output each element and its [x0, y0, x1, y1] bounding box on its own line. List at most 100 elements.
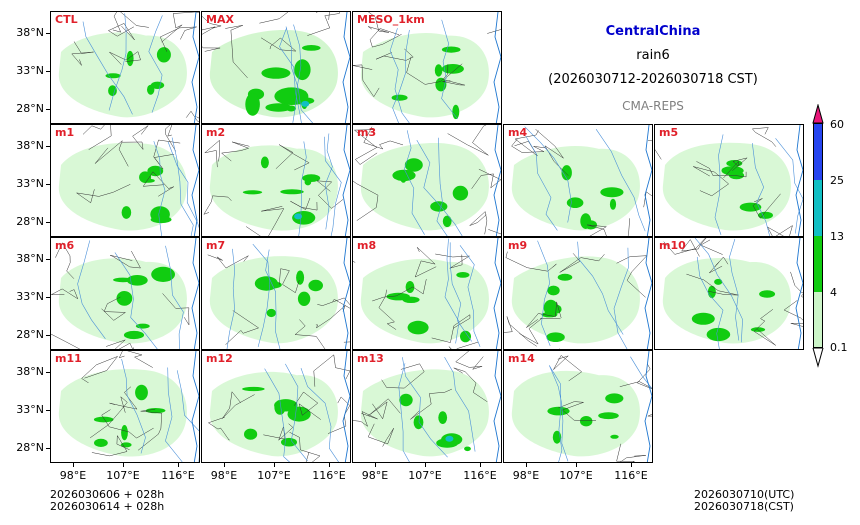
province-boundary [165, 125, 176, 152]
moderate-rain-cell [294, 59, 311, 81]
province-boundary [121, 125, 149, 151]
lon-tick-mark [576, 463, 577, 467]
province-boundary [620, 455, 646, 462]
province-boundary [558, 401, 597, 421]
lon-tick-mark [425, 463, 426, 467]
province-boundary [55, 242, 75, 279]
lon-tick-mark [329, 463, 330, 467]
province-boundary [76, 184, 131, 204]
moderate-rain-cell [413, 415, 424, 430]
lon-tick-mark [480, 463, 481, 467]
river-line [300, 367, 339, 462]
province-boundary [643, 191, 652, 213]
river-line [696, 256, 724, 349]
lon-tick-label: 116°E [161, 469, 195, 482]
province-boundary [220, 141, 250, 162]
coastline [493, 12, 501, 123]
province-boundary [766, 224, 793, 236]
province-boundary [519, 317, 561, 345]
moderate-rain-cell [609, 198, 617, 210]
province-boundary [101, 409, 154, 439]
province-boundary [294, 319, 326, 349]
river-line [226, 248, 236, 349]
province-boundary [202, 15, 222, 30]
light-rain-area [209, 371, 338, 457]
river-line [392, 29, 410, 123]
light-rain-area [511, 256, 640, 344]
province-boundary [447, 125, 489, 156]
moderate-rain-cell [121, 425, 128, 441]
lon-tick-label: 107°E [559, 469, 593, 482]
moderate-rain-cell [436, 438, 459, 448]
province-boundary [327, 396, 350, 434]
lon-tick-mark [178, 463, 179, 467]
river-line [292, 24, 302, 123]
province-boundary [696, 161, 747, 178]
river-line [324, 133, 333, 230]
moderate-rain-cell [610, 434, 619, 439]
coastline [342, 125, 350, 236]
moderate-rain-cell [139, 171, 152, 183]
lat-tick-mark [46, 259, 50, 260]
colorbar-segment-13-25 [813, 180, 823, 236]
moderate-rain-cell [274, 400, 286, 415]
panel-label: m14 [508, 352, 535, 365]
panel-label: m12 [206, 352, 233, 365]
province-boundary [112, 12, 149, 33]
moderate-rain-cell [296, 270, 305, 285]
coastline [644, 125, 652, 236]
province-boundary [753, 309, 776, 346]
province-boundary [353, 180, 379, 221]
river-line [613, 247, 629, 349]
lat-tick-label: 38°N [16, 139, 44, 152]
river-line [449, 242, 472, 342]
heavy-rain-cell [301, 100, 310, 107]
province-boundary [627, 218, 630, 236]
river-line [577, 241, 624, 335]
province-boundary [159, 26, 197, 52]
map-panel-m5: m5 [654, 124, 804, 237]
river-line [153, 141, 166, 236]
province-boundary [316, 180, 344, 209]
light-rain-area [360, 33, 489, 118]
province-boundary [109, 250, 141, 269]
coastline [795, 238, 803, 349]
province-boundary [293, 391, 321, 420]
river-line [389, 28, 410, 123]
province-boundary [526, 301, 562, 328]
province-boundary [448, 341, 479, 349]
lon-tick-label: 98°E [59, 469, 87, 482]
province-boundary [204, 139, 220, 168]
moderate-rain-cell [442, 215, 452, 227]
moderate-rain-cell [150, 81, 165, 90]
river-line [82, 21, 133, 115]
moderate-rain-cell [584, 220, 597, 230]
province-boundary [317, 297, 350, 309]
moderate-rain-cell [150, 216, 172, 224]
coastline [191, 351, 199, 462]
coastline [493, 125, 501, 236]
province-boundary [471, 168, 501, 189]
lat-tick-label: 28°N [16, 441, 44, 454]
lat-tick-mark [46, 448, 50, 449]
panel-label: m11 [55, 352, 82, 365]
province-boundary [488, 229, 501, 235]
colorbar-segment-25-60 [813, 123, 823, 180]
province-boundary [107, 23, 135, 41]
init-time-block: 2026030606 + 028h 2026030614 + 028h [50, 489, 164, 513]
map-panel-max: MAX [201, 11, 351, 124]
province-boundary [106, 339, 134, 349]
moderate-rain-cell [407, 320, 429, 335]
province-boundary [71, 41, 94, 66]
river-line [694, 238, 743, 343]
province-boundary [363, 126, 404, 150]
province-boundary [619, 364, 652, 390]
river-line [775, 138, 803, 234]
lon-tick-mark [526, 463, 527, 467]
lat-tick-label: 33°N [16, 403, 44, 416]
lon-tick-label: 107°E [106, 469, 140, 482]
river-line [114, 252, 158, 349]
panel-label: m2 [206, 126, 226, 139]
map-panel-m12: m12 [201, 350, 351, 463]
river-line [165, 245, 184, 349]
